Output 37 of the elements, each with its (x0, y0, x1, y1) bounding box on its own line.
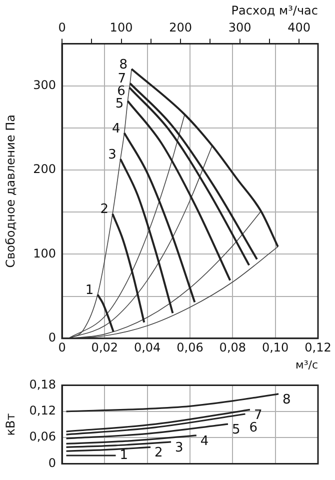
series-label: 5 (232, 422, 240, 438)
series-label: 5 (115, 96, 124, 112)
x2-tick-label: 100 (110, 20, 133, 35)
series-label: 1 (85, 283, 94, 298)
y-tick-label: 0,18 (29, 377, 56, 392)
y-tick-label: 0 (48, 456, 56, 470)
x2-tick-label: 300 (228, 20, 252, 35)
y-axis-title: кВт (3, 413, 18, 436)
series-label: 1 (120, 448, 128, 464)
x2-tick-label: 0 (58, 20, 66, 35)
x-tick-label: 0,12 (304, 340, 332, 355)
x2-axis-title: Расход м³/час (231, 3, 318, 18)
x2-tick-label: 200 (169, 20, 192, 35)
y-tick-label: 300 (33, 78, 56, 92)
series-label: 2 (154, 446, 163, 461)
series-label: 4 (200, 434, 209, 449)
x2-tick-label: 400 (288, 20, 310, 35)
y-axis-title: Свободное давление Па (3, 114, 18, 268)
x-tick-label: 0,02 (91, 340, 118, 355)
y-tick-label: 0,06 (29, 430, 56, 444)
series-label: 8 (282, 392, 291, 408)
y-tick-label: 0,12 (29, 404, 56, 418)
series-label: 6 (249, 420, 258, 436)
x-tick-label: 0 (58, 340, 66, 355)
y-tick-label: 0 (48, 330, 56, 345)
y-tick-label: 200 (33, 162, 56, 176)
x-tick-label: 0,06 (176, 340, 204, 355)
series-label: 4 (112, 121, 120, 136)
x-tick-label: 0,10 (262, 340, 289, 355)
series-label: 3 (108, 147, 116, 162)
x-tick-label: 0,08 (219, 340, 246, 355)
x-tick-label: 0,04 (134, 340, 161, 355)
y-tick-label: 100 (33, 246, 56, 260)
series-label: 2 (100, 202, 109, 218)
series-label: 8 (119, 57, 128, 72)
x-axis-title: м³/с (296, 358, 318, 372)
series-label: 3 (175, 440, 184, 456)
